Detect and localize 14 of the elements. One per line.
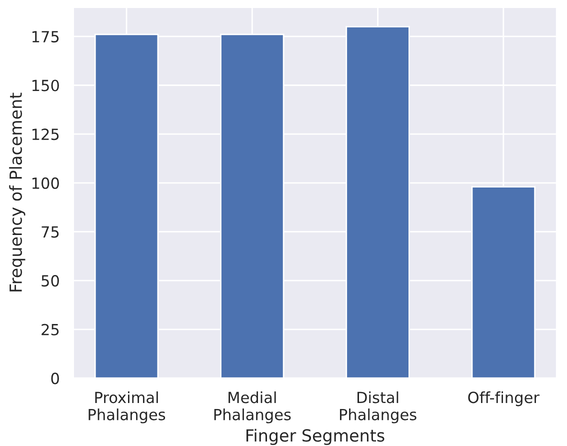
y-axis-title: Frequency of Placement — [9, 92, 26, 292]
y-tick-label: 25 — [42, 324, 59, 336]
y-tick-label: 0 — [51, 372, 59, 384]
x-tick-label: Medial Phalanges — [214, 391, 291, 424]
x-tick-label: Off-finger — [468, 391, 540, 406]
y-tick-label: 175 — [32, 31, 59, 42]
y-tick-label: 150 — [32, 80, 59, 92]
x-axis-title: Finger Segments — [246, 428, 384, 445]
x-tick-label: Distal Phalanges — [340, 391, 416, 424]
y-tick-label: 50 — [42, 275, 59, 287]
x-tick-label: Proximal Phalanges — [88, 391, 166, 424]
y-tick-label: 125 — [32, 128, 59, 140]
y-tick-label: 75 — [42, 226, 59, 238]
y-tick-label: 100 — [32, 177, 59, 189]
